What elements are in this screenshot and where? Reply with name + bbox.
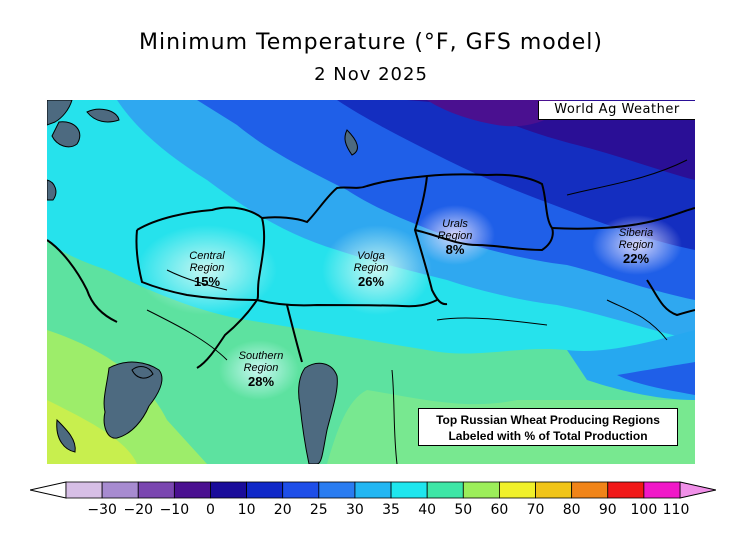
region-percent: 8% xyxy=(445,242,465,257)
info-line-1: Top Russian Wheat Producing Regions xyxy=(436,413,660,427)
legend-swatch xyxy=(210,481,247,499)
region-percent: 26% xyxy=(357,274,385,289)
region-name-line1: Southern xyxy=(238,350,284,362)
legend-swatch xyxy=(499,481,536,499)
legend-swatch xyxy=(426,481,464,499)
legend-swatch xyxy=(643,481,681,499)
region-name-line1: Central xyxy=(189,250,225,262)
legend-tick-label: −20 xyxy=(123,502,154,518)
legend-tick-label: 100 xyxy=(630,502,658,518)
legend-swatch xyxy=(65,481,103,499)
region-name-line2: Region xyxy=(189,262,225,274)
legend-tick-label: 25 xyxy=(309,502,328,518)
region-name-line1: Siberia xyxy=(618,227,654,239)
info-box: Top Russian Wheat Producing Regions Labe… xyxy=(418,408,678,446)
legend-tick-label: 60 xyxy=(490,502,509,518)
region-percent: 28% xyxy=(247,374,275,389)
legend-swatch xyxy=(390,481,428,499)
temperature-map xyxy=(47,100,695,464)
region-label-southern: Southern Region 28% xyxy=(226,350,296,390)
legend-high-arrow xyxy=(679,481,716,499)
region-percent: 22% xyxy=(622,251,650,266)
legend-swatch xyxy=(137,481,175,499)
legend-tick-label: 110 xyxy=(662,502,690,518)
legend-tick-label: 90 xyxy=(598,502,617,518)
credit-label: World Ag Weather xyxy=(538,101,695,120)
legend-tick-label: 50 xyxy=(454,502,473,518)
legend-swatch xyxy=(173,481,211,499)
region-name-line2: Region xyxy=(353,262,389,274)
legend-tick-label: 70 xyxy=(526,502,545,518)
legend-swatch xyxy=(101,481,139,499)
region-percent: 15% xyxy=(193,274,221,289)
region-label-siberia: Siberia Region 22% xyxy=(601,227,671,267)
region-label-volga: Volga Region 26% xyxy=(336,250,406,290)
legend-tick-label: 40 xyxy=(418,502,437,518)
legend-tick-label: 30 xyxy=(346,502,364,518)
region-name-line2: Region xyxy=(437,230,473,242)
legend-tick-label: 10 xyxy=(237,502,256,518)
legend-swatch xyxy=(318,481,356,499)
info-line-2: Labeled with % of Total Production xyxy=(448,429,648,443)
legend-tick-label: −10 xyxy=(159,502,190,518)
legend-tick-label: 35 xyxy=(382,502,400,518)
sea-areas xyxy=(47,100,358,464)
legend-tick-label: 0 xyxy=(206,502,215,518)
region-label-central: Central Region 15% xyxy=(172,250,242,290)
legend-tick-label: 20 xyxy=(273,502,292,518)
region-name-line2: Region xyxy=(243,362,279,374)
region-name-line2: Region xyxy=(618,239,654,251)
thin-border-lines xyxy=(146,159,688,464)
legend-swatch xyxy=(571,481,609,499)
map-date: 2 Nov 2025 xyxy=(314,64,428,85)
region-name-line1: Volga xyxy=(357,250,385,262)
border-lines xyxy=(47,173,695,369)
color-legend xyxy=(30,481,716,499)
region-name-line1: Urals xyxy=(442,218,468,230)
legend-swatch xyxy=(462,481,500,499)
legend-tick-label: −30 xyxy=(87,502,117,518)
legend-swatch xyxy=(354,481,392,499)
legend-low-arrow xyxy=(30,481,67,499)
legend-swatch xyxy=(607,481,645,499)
legend-swatch xyxy=(535,481,573,499)
legend-swatch xyxy=(246,481,284,499)
legend-tick-label: 80 xyxy=(562,502,581,518)
region-label-urals: Urals Region 8% xyxy=(420,218,490,258)
legend-swatch xyxy=(282,481,320,499)
map-title: Minimum Temperature (°F, GFS model) xyxy=(139,30,603,55)
